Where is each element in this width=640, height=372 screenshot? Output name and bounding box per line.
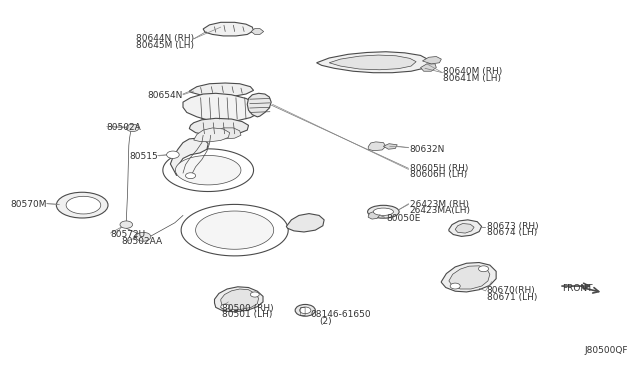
Text: 80515: 80515 xyxy=(129,152,158,161)
Text: 80671 (LH): 80671 (LH) xyxy=(486,293,537,302)
Polygon shape xyxy=(449,220,482,236)
Circle shape xyxy=(450,283,460,289)
Text: 80632N: 80632N xyxy=(410,145,445,154)
Polygon shape xyxy=(183,93,260,122)
Text: 80673 (RH): 80673 (RH) xyxy=(486,222,538,231)
Polygon shape xyxy=(422,57,442,64)
Text: 08146-61650: 08146-61650 xyxy=(310,310,371,319)
Circle shape xyxy=(166,151,179,158)
Polygon shape xyxy=(203,22,253,36)
Text: 80572U: 80572U xyxy=(111,230,146,239)
Polygon shape xyxy=(449,266,490,289)
Circle shape xyxy=(221,304,230,309)
Text: 80645M (LH): 80645M (LH) xyxy=(136,41,194,50)
Polygon shape xyxy=(442,263,496,292)
Polygon shape xyxy=(194,128,230,142)
Text: 80670(RH): 80670(RH) xyxy=(486,286,536,295)
Polygon shape xyxy=(189,83,253,97)
Text: 80501 (LH): 80501 (LH) xyxy=(222,310,273,319)
Text: 80654N: 80654N xyxy=(148,92,183,100)
Polygon shape xyxy=(170,138,208,176)
Text: 80644N (RH): 80644N (RH) xyxy=(136,34,194,44)
Text: 80606H (LH): 80606H (LH) xyxy=(410,170,467,179)
Polygon shape xyxy=(368,212,380,219)
Text: 80605H (RH): 80605H (RH) xyxy=(410,164,468,173)
Polygon shape xyxy=(216,128,241,139)
Text: (2): (2) xyxy=(319,317,332,326)
Text: Ⓜ: Ⓜ xyxy=(300,305,306,315)
Circle shape xyxy=(136,232,151,241)
Polygon shape xyxy=(181,204,288,256)
Polygon shape xyxy=(317,52,430,73)
Circle shape xyxy=(186,173,196,179)
Polygon shape xyxy=(251,29,264,35)
Circle shape xyxy=(295,304,316,316)
Text: 80674 (LH): 80674 (LH) xyxy=(486,228,537,237)
Polygon shape xyxy=(383,144,397,149)
Ellipse shape xyxy=(66,196,100,214)
Circle shape xyxy=(250,292,259,297)
Polygon shape xyxy=(175,155,241,185)
Polygon shape xyxy=(247,93,271,117)
Text: 80050E: 80050E xyxy=(386,214,420,223)
Ellipse shape xyxy=(56,192,108,218)
Text: FRONT: FRONT xyxy=(563,285,593,294)
Circle shape xyxy=(479,266,488,272)
Polygon shape xyxy=(286,214,324,232)
Circle shape xyxy=(126,124,139,132)
Polygon shape xyxy=(221,289,259,310)
Text: 26423MA(LH): 26423MA(LH) xyxy=(410,206,471,215)
Polygon shape xyxy=(189,118,248,135)
Text: 80500 (RH): 80500 (RH) xyxy=(222,304,274,312)
Polygon shape xyxy=(163,149,253,192)
Ellipse shape xyxy=(373,208,394,215)
Polygon shape xyxy=(70,201,82,208)
Text: 80640M (RH): 80640M (RH) xyxy=(443,67,502,77)
Polygon shape xyxy=(420,64,436,71)
Text: 80502A: 80502A xyxy=(107,123,141,132)
Ellipse shape xyxy=(367,205,399,218)
Polygon shape xyxy=(329,55,416,70)
Polygon shape xyxy=(196,211,274,249)
Text: J80500QF: J80500QF xyxy=(585,346,628,355)
Polygon shape xyxy=(214,287,263,312)
Circle shape xyxy=(300,307,311,314)
Circle shape xyxy=(120,221,132,228)
Text: 80502AA: 80502AA xyxy=(121,237,163,246)
Text: 80570M: 80570M xyxy=(10,200,47,209)
Polygon shape xyxy=(455,224,474,233)
Text: 80641M (LH): 80641M (LH) xyxy=(443,74,500,83)
Polygon shape xyxy=(368,142,386,151)
Text: 26423M (RH): 26423M (RH) xyxy=(410,200,469,209)
